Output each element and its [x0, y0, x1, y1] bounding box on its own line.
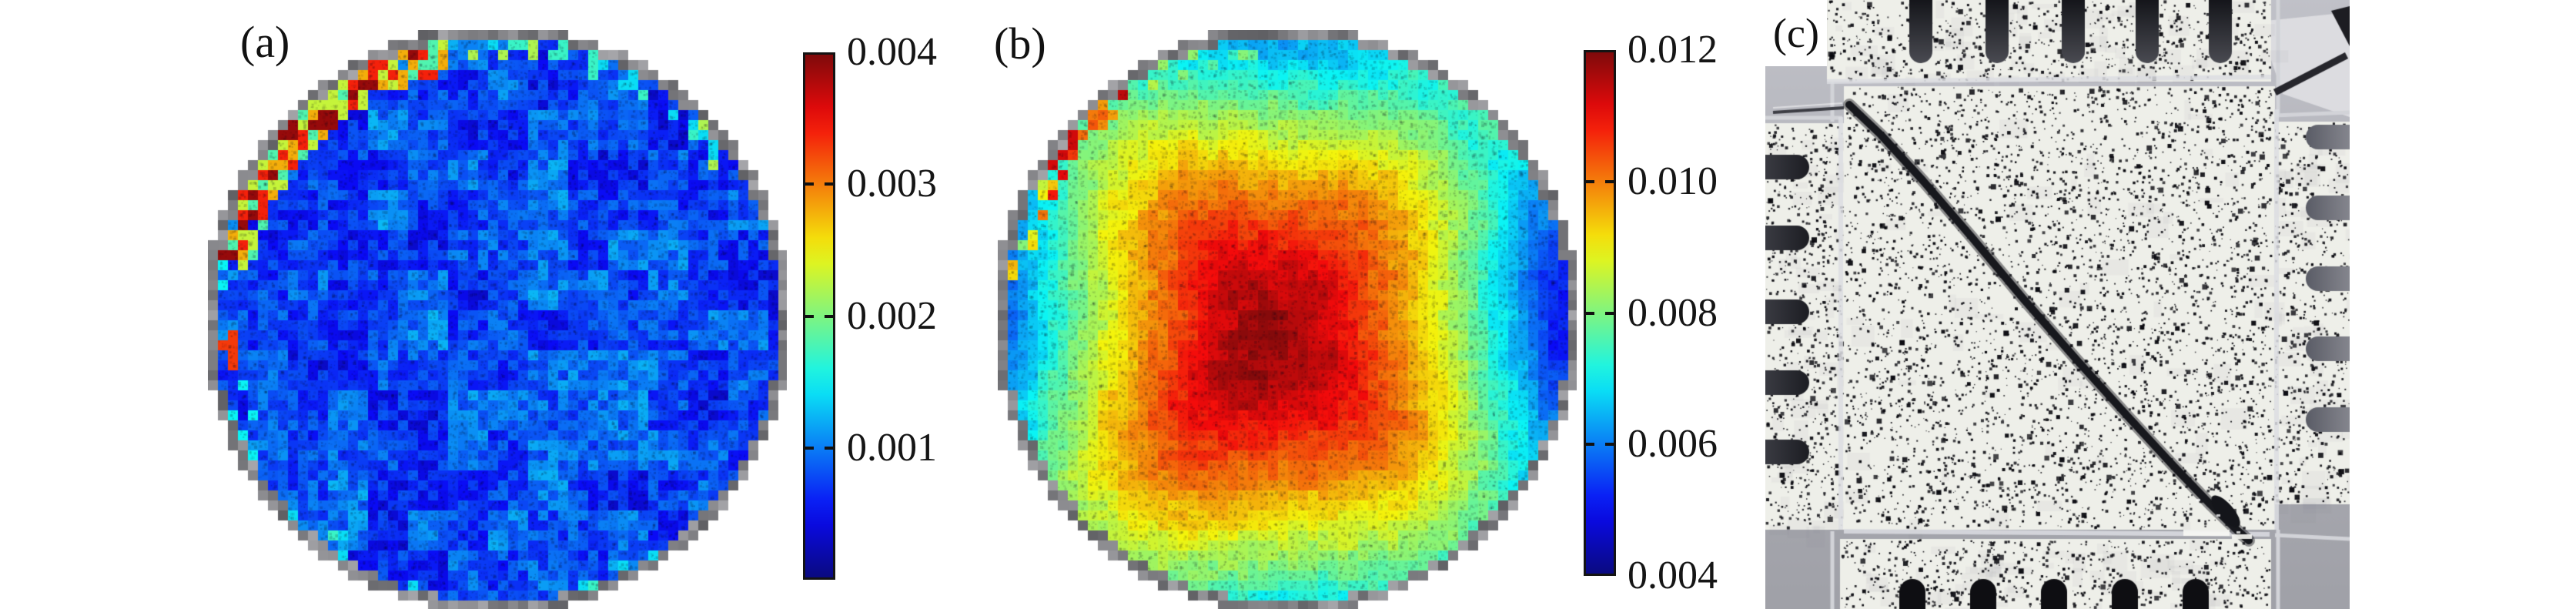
colorbar-b-tickmark — [1586, 311, 1594, 315]
specimen-photo-canvas — [1765, 0, 2350, 609]
colorbar-b-tick-label: 0.012 — [1628, 28, 1718, 72]
colorbar-b-tickmark — [1605, 443, 1614, 447]
colorbar-a: 0.004 0.003 0.002 0.001 — [803, 32, 937, 580]
colorbar-b-tick-label: 0.010 — [1628, 159, 1718, 203]
colorbar-b-tick-label: 0.008 — [1628, 290, 1718, 335]
colorbar-a-tickmark — [825, 314, 833, 318]
colorbar-a-tick-label: 0.001 — [847, 425, 937, 470]
colorbar-b: 0.012 0.010 0.008 0.006 0.004 — [1584, 30, 1718, 596]
strain-heatmap-a-canvas — [208, 30, 787, 609]
colorbar-b-tickmark — [1586, 443, 1594, 447]
colorbar-b-tickmark — [1605, 179, 1614, 183]
colorbar-a-tickmark — [805, 446, 814, 450]
colorbar-b-tick-label: 0.006 — [1628, 422, 1718, 467]
colorbar-b-tick-label: 0.004 — [1628, 554, 1718, 597]
panel-c-label-box: (c) — [1765, 0, 1827, 66]
colorbar-b-tickmark — [1605, 311, 1614, 315]
strain-heatmap-b-canvas — [998, 30, 1577, 609]
panel-c-label: (c) — [1773, 10, 1819, 56]
colorbar-a-tick-label: 0.004 — [847, 30, 937, 74]
colorbar-a-tick-label: 0.003 — [847, 162, 937, 206]
colorbar-a-tickmark — [805, 182, 814, 186]
colorbar-a-tick-label: 0.002 — [847, 293, 937, 338]
colorbar-b-tickmark — [1586, 179, 1594, 183]
colorbar-a-tickmark — [825, 182, 833, 186]
colorbar-a-tickmark — [825, 446, 833, 450]
colorbar-a-tickmark — [805, 314, 814, 318]
